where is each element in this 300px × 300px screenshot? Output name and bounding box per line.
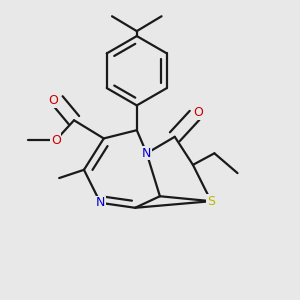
Text: O: O: [51, 134, 61, 147]
Text: S: S: [207, 195, 215, 208]
Text: O: O: [49, 94, 58, 107]
Text: N: N: [142, 147, 152, 160]
Text: N: N: [96, 196, 105, 209]
Text: O: O: [194, 106, 203, 119]
